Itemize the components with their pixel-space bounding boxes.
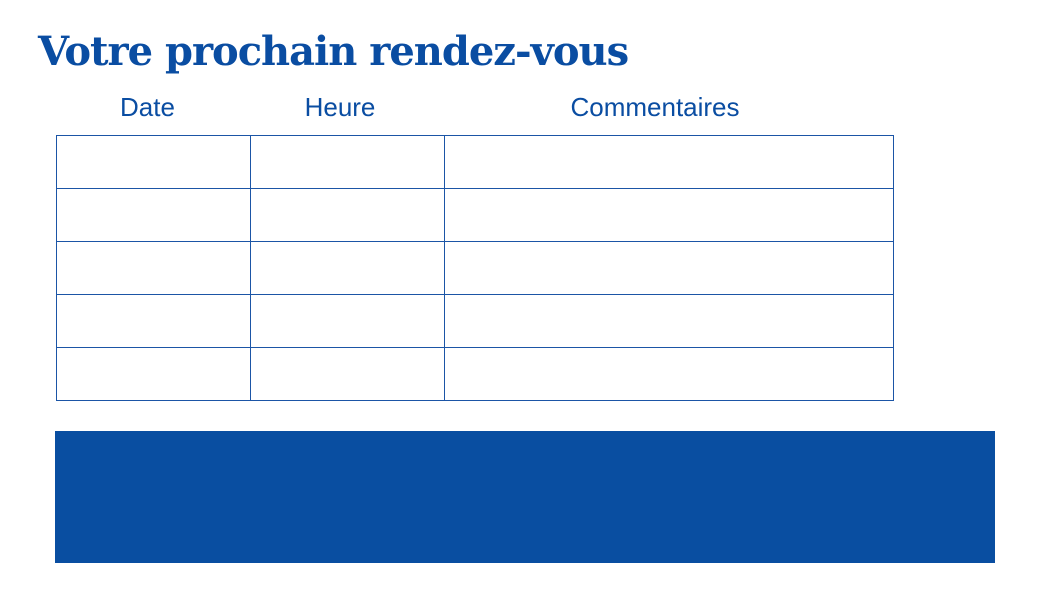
heure-input[interactable] bbox=[251, 136, 444, 188]
cell-date[interactable] bbox=[56, 347, 251, 401]
cell-heure[interactable] bbox=[250, 135, 445, 189]
cell-date[interactable] bbox=[56, 294, 251, 348]
appointment-table bbox=[56, 135, 894, 401]
page-title: Votre prochain rendez-vous bbox=[38, 28, 629, 75]
cell-date[interactable] bbox=[56, 241, 251, 295]
date-input[interactable] bbox=[57, 242, 250, 294]
table-row bbox=[56, 241, 894, 295]
footer-band bbox=[55, 431, 995, 563]
date-input[interactable] bbox=[57, 136, 250, 188]
heure-input[interactable] bbox=[251, 189, 444, 241]
commentaires-input[interactable] bbox=[445, 136, 893, 188]
cell-heure[interactable] bbox=[250, 188, 445, 242]
cell-commentaires[interactable] bbox=[444, 135, 894, 189]
table-row bbox=[56, 188, 894, 242]
date-input[interactable] bbox=[57, 348, 250, 400]
commentaires-input[interactable] bbox=[445, 348, 893, 400]
heure-input[interactable] bbox=[251, 295, 444, 347]
cell-heure[interactable] bbox=[250, 241, 445, 295]
table-row bbox=[56, 135, 894, 189]
date-input[interactable] bbox=[57, 189, 250, 241]
cell-date[interactable] bbox=[56, 188, 251, 242]
commentaires-input[interactable] bbox=[445, 242, 893, 294]
table-row bbox=[56, 294, 894, 348]
cell-date[interactable] bbox=[56, 135, 251, 189]
column-header-date: Date bbox=[120, 92, 175, 122]
column-header-heure: Heure bbox=[304, 92, 376, 122]
cell-heure[interactable] bbox=[250, 347, 445, 401]
date-input[interactable] bbox=[57, 295, 250, 347]
table-row bbox=[56, 347, 894, 401]
cell-commentaires[interactable] bbox=[444, 294, 894, 348]
heure-input[interactable] bbox=[251, 348, 444, 400]
commentaires-input[interactable] bbox=[445, 295, 893, 347]
column-header-commentaires: Commentaires bbox=[570, 92, 740, 122]
cell-commentaires[interactable] bbox=[444, 241, 894, 295]
commentaires-input[interactable] bbox=[445, 189, 893, 241]
cell-commentaires[interactable] bbox=[444, 347, 894, 401]
cell-heure[interactable] bbox=[250, 294, 445, 348]
cell-commentaires[interactable] bbox=[444, 188, 894, 242]
heure-input[interactable] bbox=[251, 242, 444, 294]
